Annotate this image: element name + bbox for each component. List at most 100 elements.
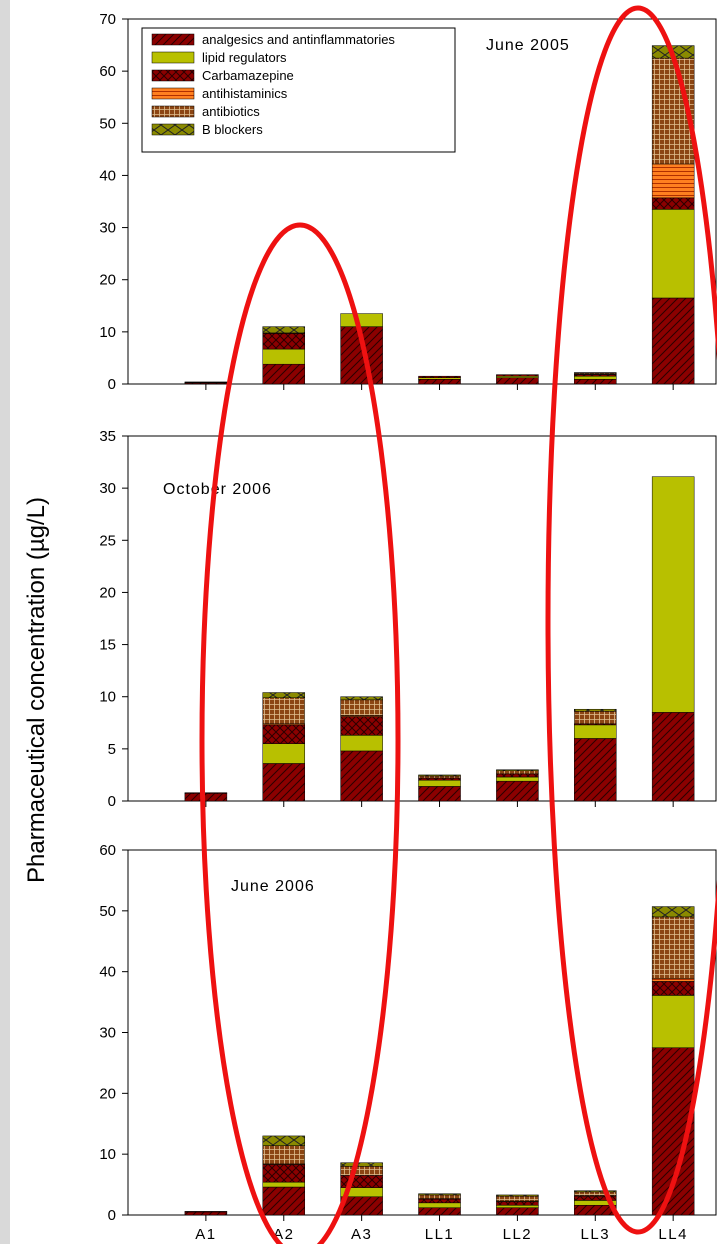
y-tick-label: 70 xyxy=(99,11,116,28)
bar-segment-ll1-carba xyxy=(418,1198,461,1204)
legend-swatch-lipid xyxy=(151,51,195,64)
highlight-ellipses xyxy=(199,5,717,1249)
panel-title: June 2006 xyxy=(231,878,315,895)
bar-segment-ll2-antibio xyxy=(496,1195,539,1202)
bar-segment-ll3-lipid xyxy=(574,375,617,380)
legend-swatch-analgesics xyxy=(151,33,195,46)
y-tick-label: 0 xyxy=(108,793,116,810)
bar-segment-ll1-bblock xyxy=(418,774,461,777)
left-margin-strip xyxy=(0,0,10,1244)
bar-segment-a3-bblock xyxy=(340,1162,383,1167)
y-tick-label: 60 xyxy=(99,842,116,859)
y-tick-label: 10 xyxy=(99,1146,116,1163)
bar-segment-ll1-antibio xyxy=(418,775,461,779)
bar-segment-ll4-lipid xyxy=(651,995,695,1048)
y-tick-label: 30 xyxy=(99,1025,116,1042)
y-tick-label: 40 xyxy=(99,167,116,184)
bar-segment-ll1-analgesics xyxy=(418,1207,461,1216)
bar-segment-ll4-antibio xyxy=(651,916,695,979)
bar-segment-ll4-lipid xyxy=(651,476,695,713)
bar-segment-ll3-analgesics xyxy=(574,379,617,385)
bar-segment-ll2-analgesics xyxy=(496,1207,539,1216)
bar-segment-ll4-analgesics xyxy=(651,712,695,802)
y-tick-label: 15 xyxy=(99,637,116,654)
y-axis-label: Pharmaceutical concentration (µg/L) xyxy=(23,497,50,883)
y-tick-label: 60 xyxy=(99,63,116,80)
plot-frame xyxy=(127,849,717,1216)
bar-segment-ll1-lipid xyxy=(418,1202,461,1208)
x-tick-label: LL3 xyxy=(581,1226,611,1243)
bar-segment-ll4-carba xyxy=(651,981,695,996)
bar-segment-ll2-antibio xyxy=(496,770,539,775)
x-tick-label: LL2 xyxy=(503,1226,533,1243)
bar-segment-ll1-antibio xyxy=(418,1194,461,1199)
bar-segment-ll3-analgesics xyxy=(574,738,617,802)
bar-segment-a3-analgesics xyxy=(340,750,383,802)
bar-segment-ll2-carba xyxy=(496,374,539,377)
y-tick-label: 20 xyxy=(99,272,116,289)
bar-segment-ll2-carba xyxy=(496,773,539,778)
x-tick-label: A1 xyxy=(195,1226,216,1243)
legend-label-analgesics: analgesics and antinflammatories xyxy=(202,32,395,47)
y-tick-label: 30 xyxy=(99,480,116,497)
y-tick-label: 50 xyxy=(99,115,116,132)
bar-segment-a1-analgesics xyxy=(184,793,228,802)
bar-segment-a1-carba xyxy=(184,792,228,794)
legend-label-antihist: antihistaminics xyxy=(202,86,288,101)
bar-segment-a2-bblock xyxy=(262,692,306,699)
bar-segment-a2-lipid xyxy=(262,743,306,764)
bar-segment-a2-analgesics xyxy=(262,363,306,385)
bar-segment-ll1-bblock xyxy=(418,1193,461,1196)
bar-segment-a3-antibio xyxy=(340,1166,383,1176)
panel-title: June 2005 xyxy=(486,37,570,54)
y-tick-label: 40 xyxy=(99,964,116,981)
legend-label-bblock: B blockers xyxy=(202,122,263,137)
bar-segment-ll3-bblock xyxy=(574,372,617,374)
bar-segment-ll2-lipid xyxy=(496,776,539,782)
legend-label-carba: Carbamazepine xyxy=(202,68,294,83)
y-tick-label: 30 xyxy=(99,220,116,237)
bar-segment-ll3-lipid xyxy=(574,724,617,739)
bar-segment-ll4-analgesics xyxy=(651,297,695,385)
bar-segment-ll4-lipid xyxy=(651,209,695,299)
y-tick-label: 10 xyxy=(99,689,116,706)
bar-segment-a2-analgesics xyxy=(262,763,306,802)
x-tick-label: LL4 xyxy=(658,1226,688,1243)
bar-segment-ll3-bblock xyxy=(574,708,617,712)
bar-segment-a3-lipid xyxy=(340,313,383,327)
panel-title: October 2006 xyxy=(163,481,272,498)
x-tick-label: LL1 xyxy=(425,1226,455,1243)
bar-segment-ll4-carba xyxy=(651,197,695,210)
bar-segment-ll2-analgesics xyxy=(496,377,539,385)
bar-segment-ll2-analgesics xyxy=(496,780,539,802)
y-tick-label: 20 xyxy=(99,584,116,601)
bar-segment-a3-carba xyxy=(340,716,383,736)
panel-october-2006: 0 5 10 15 20 25 30 35 October 2006 xyxy=(99,428,717,810)
bar-segment-ll2-bblock xyxy=(496,769,539,772)
bar-segment-ll2-lipid xyxy=(496,1205,539,1208)
legend-label-lipid: lipid regulators xyxy=(202,50,287,65)
highlight-ellipse-ll4 xyxy=(545,5,717,1235)
bar-segment-ll4-antihist xyxy=(651,163,695,199)
x-tick-label: A3 xyxy=(351,1226,372,1243)
legend-swatch-carba xyxy=(151,69,195,82)
bar-segment-ll1-analgesics xyxy=(418,379,461,385)
bar-segment-a2-antibio xyxy=(262,1145,306,1165)
bar-segment-ll3-antibio xyxy=(574,711,617,725)
y-tick-label: 10 xyxy=(99,324,116,341)
highlight-ellipse-a2-a3 xyxy=(199,222,401,1249)
y-tick-label: 50 xyxy=(99,903,116,920)
bar-segment-a2-lipid xyxy=(262,348,306,365)
bar-segment-a2-carba xyxy=(262,1164,306,1183)
bar-segment-a2-carba xyxy=(262,724,306,744)
bar-segment-ll1-analgesics xyxy=(418,786,461,802)
bar-segment-ll4-antihist xyxy=(651,978,695,982)
legend-swatch-antihist xyxy=(151,87,195,100)
bar-segment-a3-antibio xyxy=(340,699,383,716)
bar-segment-ll3-bblock xyxy=(574,1190,617,1193)
y-tick-label: 5 xyxy=(108,741,116,758)
bar-segment-a2-antibio xyxy=(262,697,306,725)
bar-segment-a2-bblock xyxy=(262,1135,306,1146)
